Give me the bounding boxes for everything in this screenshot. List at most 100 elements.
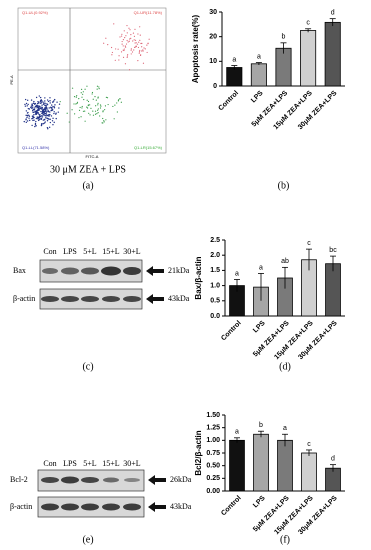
y-tick-label: 0	[213, 83, 217, 90]
dot	[80, 92, 82, 94]
dot	[84, 110, 86, 112]
arrow	[146, 294, 164, 304]
dot	[35, 125, 37, 127]
y-axis-label: PE-A	[9, 75, 14, 85]
dot	[102, 110, 104, 112]
row-label: Bax	[13, 266, 26, 275]
dot	[36, 116, 38, 118]
dot	[133, 35, 136, 37]
dot	[137, 33, 139, 35]
dot	[117, 99, 120, 101]
flow-dots	[23, 23, 150, 130]
dot	[115, 48, 117, 50]
dot	[53, 121, 55, 124]
x-tick-label: Control	[220, 320, 243, 343]
dot	[82, 91, 84, 93]
dot	[37, 116, 40, 119]
dot	[30, 105, 33, 107]
dot	[124, 45, 126, 47]
dot	[49, 97, 51, 99]
dot	[43, 102, 45, 104]
dot	[103, 121, 105, 123]
dot	[55, 113, 57, 115]
dot	[49, 111, 51, 113]
dot	[23, 120, 25, 123]
dot	[25, 121, 28, 124]
dot	[58, 107, 60, 109]
dot	[41, 108, 43, 111]
dot	[142, 50, 144, 52]
dot	[53, 98, 56, 101]
dot	[41, 109, 44, 112]
dot	[134, 28, 136, 31]
dot	[40, 106, 42, 108]
dot	[37, 118, 39, 120]
y-axis-label: Apoptosis rate(%)	[191, 14, 200, 83]
dot	[134, 39, 137, 41]
y-tick-label: 1.5	[210, 267, 220, 274]
y-tick-label: 0.00	[206, 488, 220, 495]
dot	[36, 107, 38, 109]
dot	[40, 107, 42, 110]
dot	[142, 49, 144, 51]
bar	[226, 67, 243, 87]
y-tick-label: 10	[209, 58, 217, 65]
dot	[46, 120, 49, 122]
lane-label: 5+L	[83, 459, 97, 468]
dot	[48, 114, 50, 117]
y-tick-label: 2.0	[210, 252, 220, 259]
dot	[45, 117, 47, 119]
dot	[46, 117, 48, 119]
dot	[53, 111, 55, 113]
bar	[229, 439, 245, 492]
blot-c: Con LPS 5+L 15+L 30+L Bax β-actin 21kDa …	[13, 247, 190, 372]
dot	[41, 104, 43, 106]
dot	[138, 52, 140, 54]
dot	[47, 100, 50, 103]
x-tick-label: LPS	[252, 495, 267, 510]
size-label: 21kDa	[168, 266, 190, 275]
dot	[28, 119, 31, 122]
dot	[81, 107, 83, 109]
dot	[143, 47, 145, 49]
dot	[44, 100, 46, 102]
dot	[114, 59, 116, 61]
dot	[105, 119, 107, 121]
dot	[53, 107, 56, 109]
dot	[84, 120, 86, 122]
annotation: a	[235, 270, 239, 277]
dot	[105, 96, 107, 99]
dot	[51, 104, 53, 106]
dot	[86, 99, 88, 101]
dot	[141, 46, 143, 48]
dot	[58, 103, 61, 105]
lane-label: 30+L	[123, 247, 141, 256]
dot	[113, 118, 115, 120]
dot	[81, 96, 83, 98]
dot	[97, 112, 99, 114]
dot	[122, 39, 125, 41]
dot	[53, 100, 55, 102]
dot	[46, 107, 48, 109]
dot	[94, 113, 97, 115]
dot	[86, 107, 89, 109]
bar	[275, 47, 292, 87]
dot	[38, 108, 40, 111]
caption: (b)	[278, 180, 290, 191]
dot	[46, 114, 48, 116]
dot	[140, 42, 142, 45]
dot	[41, 116, 44, 118]
dot	[39, 96, 42, 99]
dot	[105, 37, 107, 39]
dot	[97, 108, 100, 110]
dot	[80, 116, 82, 118]
dot	[25, 102, 28, 105]
dot	[128, 40, 130, 42]
y-tick-label: 1.00	[206, 437, 220, 444]
y-tick-label: 0.50	[206, 463, 220, 470]
dot	[24, 105, 27, 107]
dot	[125, 35, 127, 37]
dot	[91, 91, 94, 94]
dot	[103, 42, 105, 44]
dot	[33, 100, 35, 103]
